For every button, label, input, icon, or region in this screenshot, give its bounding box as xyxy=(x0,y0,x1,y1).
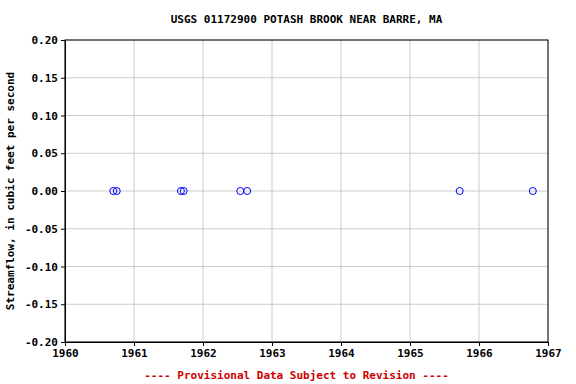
y-tick-label: 0.15 xyxy=(32,72,59,85)
y-axis: -0.20 -0.15 -0.10 -0.05 0.00 0.05 0.10 0.15 0.20 xyxy=(25,34,66,349)
y-tick: -0.20 xyxy=(25,336,65,349)
grid-line-y xyxy=(65,77,548,78)
y-tick-label: -0.15 xyxy=(25,298,58,311)
grid-line-y xyxy=(65,304,548,305)
y-tick: 0.15 xyxy=(32,72,66,85)
y-tick-label: 0.10 xyxy=(32,110,59,123)
y-tick-mark xyxy=(61,40,65,41)
x-tick: 1964 xyxy=(328,342,355,360)
x-tick: 1963 xyxy=(259,342,286,360)
x-tick: 1962 xyxy=(190,342,217,360)
x-tick: 1965 xyxy=(397,342,424,360)
grid-line-y xyxy=(65,153,548,154)
x-tick-mark xyxy=(134,342,135,346)
y-tick-mark xyxy=(61,153,65,154)
x-tick-label: 1965 xyxy=(397,347,424,360)
y-tick: 0.10 xyxy=(32,110,66,123)
y-tick: -0.05 xyxy=(25,223,65,236)
data-point xyxy=(244,188,251,195)
x-tick: 1967 xyxy=(535,342,562,360)
x-axis: 19601961196219631964196519661967 xyxy=(52,342,562,360)
chart: 19601961196219631964196519661967-0.20-0.… xyxy=(0,0,576,384)
points xyxy=(110,188,537,195)
y-tick-mark xyxy=(61,267,65,268)
grid-line-y xyxy=(65,115,548,116)
x-axis-line xyxy=(66,343,549,347)
y-tick: 0.05 xyxy=(32,147,66,160)
y-tick-label: 0.20 xyxy=(32,34,59,47)
data-point xyxy=(237,188,244,195)
x-tick-label: 1962 xyxy=(190,347,217,360)
data-point xyxy=(180,188,187,195)
annotation: ---- Provisional Data Subject to Revisio… xyxy=(144,369,449,382)
y-tick: -0.10 xyxy=(25,261,65,274)
y-tick-label: 0.00 xyxy=(32,185,59,198)
grid-line-y xyxy=(65,228,548,229)
y-tick-label: -0.10 xyxy=(25,261,58,274)
x-tick-label: 1961 xyxy=(121,347,148,360)
y-tick-mark xyxy=(61,342,65,343)
title: USGS 01172900 POTASH BROOK NEAR BARRE, M… xyxy=(171,13,443,26)
grid-line-y xyxy=(65,266,548,267)
x-tick-mark xyxy=(548,342,549,346)
data-point xyxy=(456,188,463,195)
grid-line-y xyxy=(65,191,548,192)
y-tick: -0.15 xyxy=(25,298,65,311)
grid xyxy=(65,40,548,342)
y-axis-title: Streamflow, in cubic feet per second xyxy=(4,72,17,310)
plot-area: 19601961196219631964196519661967-0.20-0.… xyxy=(25,34,562,360)
data-point xyxy=(113,188,120,195)
x-tick: 1966 xyxy=(466,342,493,360)
y-tick: 0.00 xyxy=(32,185,66,198)
x-tick-label: 1966 xyxy=(466,347,493,360)
plot-frame xyxy=(65,40,548,342)
x-tick: 1961 xyxy=(121,342,148,360)
y-tick-label: -0.05 xyxy=(25,223,58,236)
y-tick-label: -0.20 xyxy=(25,336,58,349)
y-tick: 0.20 xyxy=(32,34,66,47)
x-tick-mark xyxy=(410,342,411,346)
x-tick-mark xyxy=(479,342,480,346)
y-tick-mark xyxy=(61,304,65,305)
y-tick-mark xyxy=(61,78,65,79)
x-tick-label: 1963 xyxy=(259,347,286,360)
y-tick-mark xyxy=(61,191,65,192)
x-tick-mark xyxy=(203,342,204,346)
x-tick-label: 1967 xyxy=(535,347,562,360)
x-tick-mark xyxy=(341,342,342,346)
data-point xyxy=(529,188,536,195)
x-tick-label: 1964 xyxy=(328,347,355,360)
x-tick-mark xyxy=(272,342,273,346)
y-tick-mark xyxy=(61,116,65,117)
y-tick-label: 0.05 xyxy=(32,147,59,160)
y-tick-mark xyxy=(61,229,65,230)
